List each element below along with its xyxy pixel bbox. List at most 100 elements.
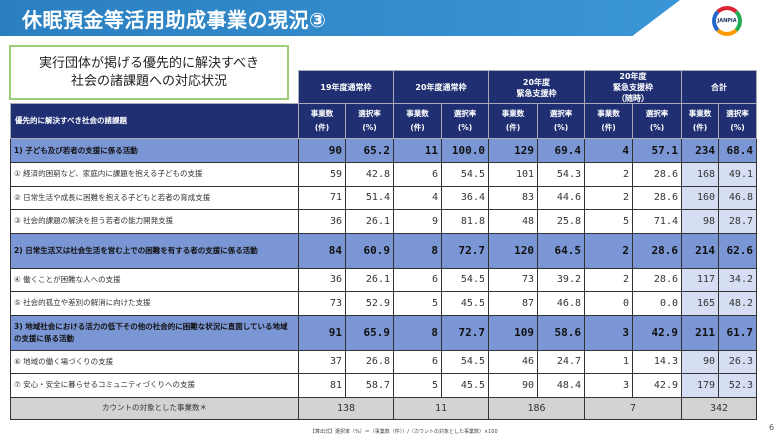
row-label: ④ 働くことが困難な人への支援: [10, 267, 299, 292]
count-cell: 5: [393, 291, 442, 316]
count-cell: 101: [488, 162, 538, 187]
rate-cell: 69.4: [537, 138, 585, 163]
count-cell: 37: [298, 349, 346, 374]
rate-cell: 34.2: [718, 267, 757, 292]
rate-cell: 81.8: [441, 209, 489, 234]
group-header-cell: 20年度通常枠: [393, 70, 489, 105]
rate-cell: 65.2: [345, 138, 394, 163]
group-header-cell: 20年度 緊急支援枠: [488, 70, 585, 105]
rate-cell: 54.3: [537, 162, 585, 187]
count-cell: 117: [681, 267, 719, 292]
rate-cell: 46.8: [718, 185, 757, 210]
count-header: 事業数 (件): [584, 103, 633, 139]
subcategory-row: ④ 働くことが困難な人への支援 36 26.1 6 54.5 73 39.2 2 28.6 117…: [10, 267, 757, 292]
row-label: ① 経済的困窮など、家庭内に課題を抱える子どもの支援: [10, 162, 299, 187]
page-title: 休眠預金等活用助成事業の現況③: [22, 8, 327, 32]
count-cell: 4: [393, 185, 442, 210]
count-cell: 59: [298, 162, 346, 187]
count-cell: 81: [298, 373, 346, 398]
formula-note: 【算出式】選択率（%）＝（事業数（件））/（カウントの対象とした事業数）×100: [310, 429, 498, 435]
subcategory-row: ⑥ 地域の働く場づくりの支援 37 26.8 6 54.5 46 24.7 1 14.3 90 26…: [10, 349, 757, 374]
rate-cell: 46.8: [537, 291, 585, 316]
count-cell: 179: [681, 373, 719, 398]
count-cell: 6: [393, 267, 442, 292]
row-label: ⑥ 地域の働く場づくりの支援: [10, 349, 299, 374]
count-cell: 90: [298, 138, 346, 163]
rate-cell: 28.6: [632, 185, 682, 210]
rate-cell: 48.4: [537, 373, 585, 398]
count-cell: 73: [488, 267, 538, 292]
count-cell: 2: [584, 232, 633, 269]
count-cell: 4: [584, 138, 633, 163]
rate-cell: 58.7: [345, 373, 394, 398]
count-cell: 90: [681, 349, 719, 374]
rate-cell: 54.5: [441, 349, 489, 374]
rate-cell: 68.4: [718, 138, 757, 163]
row-label: 2) 日常生活又は社会生活を営む上での困難を有する者の支援に係る活動: [10, 232, 299, 269]
logo-text: JANPIA: [717, 18, 737, 24]
janpia-logo: JANPIA: [712, 6, 742, 36]
caption-line-1: 実行団体が掲げる優先的に解決すべき: [38, 55, 260, 71]
page-number: 6: [769, 423, 775, 432]
rate-cell: 39.2: [537, 267, 585, 292]
rate-cell: 24.7: [537, 349, 585, 374]
count-cell: 6: [393, 162, 442, 187]
rate-cell: 44.6: [537, 185, 585, 210]
row-label: ③ 社会的課題の解決を担う若者の能力開発支援: [10, 209, 299, 234]
rate-cell: 42.8: [345, 162, 394, 187]
subcategory-row: ② 日常生活や成長に困難を抱える子どもと若者の育成支援 71 51.4 4 36.4 83…: [10, 185, 757, 210]
rate-cell: 51.4: [345, 185, 394, 210]
total-count: 138: [298, 396, 394, 420]
caption-line-2: 社会の諸課題への対応状況: [70, 73, 227, 89]
total-label: カウントの対象とした事業数＊: [10, 396, 299, 420]
rate-cell: 0.0: [632, 291, 682, 316]
rate-cell: 42.9: [632, 373, 682, 398]
subcategory-row: ③ 社会的課題の解決を担う若者の能力開発支援 36 26.1 9 81.8 48 25.8 5…: [10, 209, 757, 234]
count-cell: 120: [488, 232, 538, 269]
rate-cell: 57.1: [632, 138, 682, 163]
count-header: 事業数 (件): [298, 103, 346, 139]
rate-header: 選択率 (%): [441, 103, 489, 139]
group-header-cell: 合計: [681, 70, 757, 105]
count-cell: 5: [584, 209, 633, 234]
subcategory-row: ① 経済的困窮など、家庭内に課題を抱える子どもの支援 59 42.8 6 54.5 101…: [10, 162, 757, 187]
group-header-cell: 19年度通常枠: [298, 70, 394, 105]
count-cell: 90: [488, 373, 538, 398]
rate-cell: 45.5: [441, 291, 489, 316]
rate-cell: 72.7: [441, 232, 489, 269]
row-label: ⑦ 安心・安全に暮らせるコミュニティづくりへの支援: [10, 373, 299, 398]
count-cell: 165: [681, 291, 719, 316]
rate-cell: 28.6: [632, 232, 682, 269]
count-cell: 5: [393, 373, 442, 398]
rate-cell: 65.9: [345, 314, 394, 351]
total-row: カウントの対象とした事業数＊ 138 11 186 7 342: [10, 396, 757, 420]
rate-cell: 26.3: [718, 349, 757, 374]
rate-cell: 58.6: [537, 314, 585, 351]
subheader-row: 優先的に解決すべき社会の諸課題 事業数 (件) 選択率 (%) 事業数 (件) 選択率 …: [10, 103, 757, 139]
group-header-cell: 20年度 緊急支援枠 （随時）: [584, 70, 682, 105]
count-cell: 9: [393, 209, 442, 234]
count-cell: 234: [681, 138, 719, 163]
rate-cell: 52.3: [718, 373, 757, 398]
count-cell: 2: [584, 185, 633, 210]
rate-cell: 26.1: [345, 209, 394, 234]
count-cell: 98: [681, 209, 719, 234]
table-caption-box: 実行団体が掲げる優先的に解決すべき 社会の諸課題への対応状況: [9, 45, 289, 100]
count-cell: 3: [584, 314, 633, 351]
count-header: 事業数 (件): [488, 103, 538, 139]
total-count: 7: [584, 396, 682, 420]
count-header: 事業数 (件): [393, 103, 442, 139]
count-cell: 2: [584, 267, 633, 292]
count-cell: 1: [584, 349, 633, 374]
rate-header: 選択率 (%): [345, 103, 394, 139]
count-cell: 2: [584, 162, 633, 187]
total-count: 186: [488, 396, 585, 420]
rate-cell: 71.4: [632, 209, 682, 234]
rate-header: 選択率 (%): [537, 103, 585, 139]
count-cell: 36: [298, 267, 346, 292]
count-cell: 8: [393, 232, 442, 269]
count-cell: 84: [298, 232, 346, 269]
rate-cell: 14.3: [632, 349, 682, 374]
count-cell: 211: [681, 314, 719, 351]
count-cell: 3: [584, 373, 633, 398]
